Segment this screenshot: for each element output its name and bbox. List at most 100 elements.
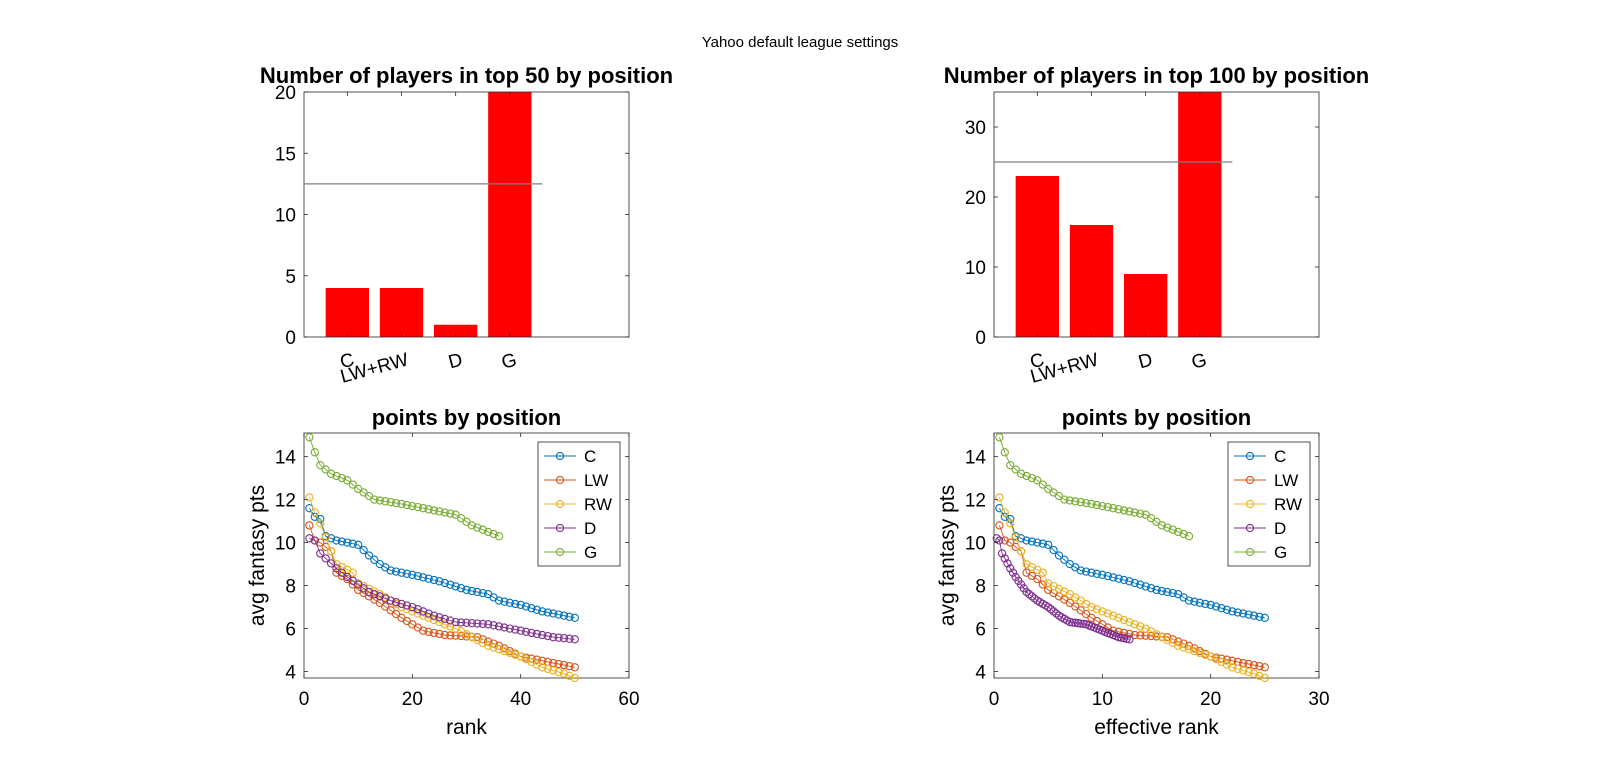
- series-g: [305, 433, 504, 541]
- data-point-rw: [505, 648, 514, 658]
- data-point-c: [429, 575, 439, 585]
- data-point-g: [1179, 529, 1188, 539]
- x-tick-label: 10: [1092, 689, 1113, 710]
- data-point-rw: [559, 669, 569, 678]
- data-point-c: [1103, 571, 1112, 581]
- data-point-rw: [549, 666, 558, 675]
- data-point-c: [354, 540, 363, 549]
- data-point-d: [1027, 592, 1037, 601]
- line-chart-effective-rank: 0 10 20 30 4 6 8 10 12 14 effective rank avg fantas…: [936, 405, 1330, 739]
- data-point-c: [462, 585, 471, 595]
- data-point-c: [364, 551, 374, 560]
- data-point-g: [435, 507, 444, 516]
- data-point-lw: [1071, 602, 1080, 611]
- data-point-g: [1011, 465, 1020, 474]
- data-point-rw: [413, 609, 422, 618]
- data-point-d: [538, 630, 547, 640]
- data-point-rw: [326, 547, 336, 556]
- data-point-lw: [473, 633, 482, 642]
- data-point-c: [1119, 575, 1129, 585]
- panel-title: points by position: [372, 405, 561, 430]
- data-point-c: [1081, 567, 1091, 576]
- data-point-lw: [1125, 629, 1134, 639]
- data-point-c: [1217, 604, 1226, 613]
- data-point-c: [1152, 585, 1161, 595]
- data-point-lw: [1038, 580, 1047, 589]
- x-tick-label-c: C: [1028, 350, 1047, 374]
- data-point-rw: [446, 622, 455, 631]
- data-point-d: [375, 592, 384, 601]
- data-point-lw: [1244, 659, 1253, 669]
- y-tick-label: 6: [975, 620, 986, 641]
- data-point-lw: [1130, 630, 1139, 640]
- data-point-c: [1157, 586, 1167, 596]
- data-point-c: [1206, 600, 1215, 610]
- y-tick-label: 14: [275, 448, 297, 469]
- data-point-c: [413, 571, 422, 581]
- data-point-rw: [1098, 607, 1107, 616]
- data-point-d: [532, 629, 542, 639]
- series-d: [992, 534, 1134, 644]
- data-point-c: [1211, 602, 1221, 611]
- y-tick-label: 12: [965, 491, 986, 512]
- data-point-g: [326, 469, 336, 478]
- data-point-rw: [1119, 615, 1129, 625]
- legend-label-d: D: [1274, 519, 1286, 538]
- data-point-g: [316, 461, 325, 470]
- data-point-d: [1025, 590, 1034, 599]
- figure-title: Yahoo default league settings: [702, 34, 899, 51]
- data-point-g: [473, 523, 482, 532]
- data-point-c: [446, 580, 455, 589]
- line-chart-rank: 0 20 40 60 4 6 8 10 12 14 rank avg fantasy pts point…: [246, 405, 640, 739]
- series-line-lw: [308, 525, 575, 668]
- data-point-lw: [429, 628, 439, 638]
- legend: C LW RW DG: [1227, 441, 1311, 567]
- data-point-d: [1071, 618, 1080, 627]
- y-tick-label: 12: [275, 491, 296, 512]
- data-point-g: [1163, 523, 1172, 532]
- data-point-lw: [1033, 574, 1042, 584]
- data-point-rw: [494, 645, 504, 654]
- data-point-g: [1098, 501, 1107, 511]
- legend-label-rw: RW: [584, 495, 612, 514]
- data-point-c: [538, 607, 547, 616]
- data-point-c: [565, 612, 574, 621]
- data-point-lw: [538, 656, 547, 665]
- y-tick-label: 6: [285, 620, 296, 641]
- legend-marker-d: [1245, 523, 1255, 533]
- data-point-c: [1195, 598, 1204, 607]
- data-point-c: [1016, 534, 1026, 543]
- data-point-lw: [1006, 538, 1015, 547]
- data-point-d: [1076, 619, 1085, 628]
- data-point-c: [435, 577, 444, 586]
- data-point-g: [1168, 525, 1177, 534]
- data-point-rw: [1006, 519, 1015, 528]
- data-point-c: [326, 534, 336, 543]
- x-tick-label: 30: [1308, 689, 1329, 710]
- data-point-lw: [532, 655, 542, 664]
- data-point-g: [1157, 521, 1167, 530]
- data-point-d: [554, 633, 563, 642]
- data-point-c: [1136, 580, 1145, 589]
- y-axis-label: avg fantasy pts: [936, 485, 959, 626]
- data-point-g: [381, 497, 390, 506]
- data-point-g: [343, 476, 352, 485]
- legend-marker-lw: [1245, 475, 1255, 485]
- bar-d: [1124, 274, 1168, 337]
- data-point-g: [1136, 509, 1145, 518]
- data-point-d: [440, 614, 449, 624]
- data-point-lw: [570, 663, 579, 672]
- data-point-c: [473, 587, 482, 597]
- data-point-g: [321, 465, 330, 474]
- data-point-c: [500, 597, 509, 606]
- data-point-rw: [408, 607, 417, 616]
- x-axis-label: rank: [446, 716, 487, 739]
- data-point-lw: [484, 637, 493, 646]
- data-point-d: [489, 621, 498, 630]
- data-point-g: [348, 480, 357, 489]
- data-point-rw: [1136, 622, 1145, 631]
- data-point-lw: [456, 631, 466, 641]
- data-point-c: [516, 600, 525, 610]
- data-point-d: [424, 609, 433, 618]
- legend-label-lw: LW: [584, 471, 608, 490]
